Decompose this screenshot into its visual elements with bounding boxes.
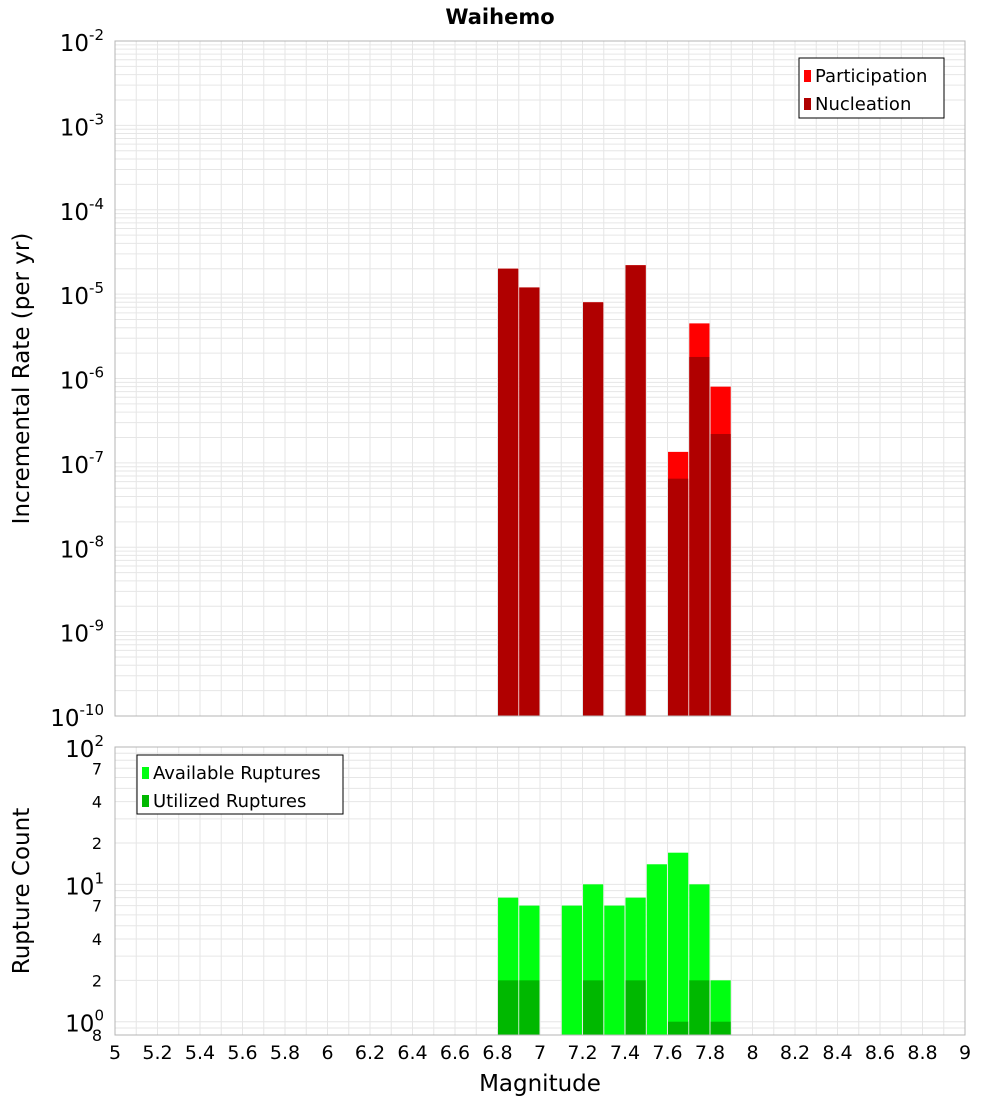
rate-y-tick-label: 10-5 — [60, 279, 104, 310]
rate-y-tick-label: 10-6 — [60, 364, 104, 395]
rate-bar-nucleation — [710, 433, 731, 716]
count-bar-available — [561, 905, 582, 1035]
count-y-tick-label: 4 — [92, 793, 102, 812]
x-tick-label: 6 — [321, 1042, 333, 1064]
x-tick-label: 7.4 — [610, 1042, 640, 1064]
rate-legend-box — [798, 57, 945, 119]
x-tick-label: 7.6 — [652, 1042, 682, 1064]
count-legend-label-available: Available Ruptures — [153, 763, 321, 784]
count-y-tick-label: 8 — [92, 1026, 102, 1045]
count-y-tick-label: 102 — [65, 732, 104, 763]
count-bar-available — [710, 980, 731, 1035]
x-tick-label: 5 — [109, 1042, 121, 1064]
x-tick-label: 8.8 — [907, 1042, 937, 1064]
rate-bar-nucleation — [498, 268, 519, 716]
count-y-tick-label: 2 — [92, 971, 102, 990]
rate-legend-label-participation: Participation — [815, 66, 927, 87]
rate-bar-nucleation — [583, 302, 604, 716]
x-tick-label: 8.4 — [822, 1042, 852, 1064]
rate-legend: Participation Nucleation — [798, 57, 945, 119]
count-y-tick-label: 101 — [65, 869, 104, 900]
count-y-tick-label: 100 — [65, 1007, 104, 1038]
rate-plot: 10-2 10-3 10-4 10-5 10-6 10-7 10-8 10-9 10-10 Inc… — [9, 26, 966, 732]
rate-frame — [114, 40, 966, 717]
rate-legend-swatch-nucleation — [804, 98, 811, 110]
rate-bar-nucleation — [625, 265, 646, 716]
count-bar-utilized — [668, 1021, 689, 1035]
x-tick-label: 6.8 — [482, 1042, 512, 1064]
count-legend-box — [136, 754, 344, 815]
rate-y-axis-label: Incremental Rate (per yr) — [9, 233, 35, 525]
x-tick-label: 7.8 — [695, 1042, 725, 1064]
rate-y-tick-label: 10-4 — [60, 195, 104, 226]
rate-y-tick-label: 10-2 — [60, 26, 104, 57]
x-tick-label: 8 — [746, 1042, 758, 1064]
count-legend: Available Ruptures Utilized Ruptures — [136, 754, 344, 815]
count-bar-utilized — [498, 980, 519, 1035]
count-bar-utilized — [519, 980, 540, 1035]
rate-bars — [498, 265, 731, 716]
rate-legend-swatch-participation — [804, 70, 811, 82]
chart-title: Waihemo — [445, 5, 554, 29]
x-tick-label: 7 — [534, 1042, 546, 1064]
count-bar-utilized — [625, 980, 646, 1035]
rate-legend-label-nucleation: Nucleation — [815, 94, 911, 115]
x-tick-label: 6.2 — [355, 1042, 385, 1064]
count-y-tick-label: 2 — [92, 834, 102, 853]
x-axis-label: Magnitude — [479, 1071, 601, 1097]
count-y-tick-label: 4 — [92, 930, 102, 949]
count-legend-swatch-available — [142, 767, 149, 779]
count-y-tick-label: 7 — [92, 759, 102, 778]
count-bar-available — [604, 905, 625, 1035]
x-tick-label: 5.8 — [270, 1042, 300, 1064]
rate-grid — [114, 41, 966, 717]
count-bar-available — [668, 852, 689, 1035]
rate-y-tick-label: 10-10 — [50, 701, 104, 732]
rate-y-ticks: 10-2 10-3 10-4 10-5 10-6 10-7 10-8 10-9 10-10 — [50, 26, 104, 732]
count-y-tick-label: 7 — [92, 897, 102, 916]
count-bar-utilized — [710, 1021, 731, 1035]
count-legend-swatch-utilized — [142, 795, 149, 807]
x-tick-label: 5.6 — [227, 1042, 257, 1064]
x-tick-label: 8.6 — [865, 1042, 895, 1064]
rate-y-tick-label: 10-9 — [60, 617, 104, 648]
rate-y-tick-label: 10-7 — [60, 448, 104, 479]
count-bar-utilized — [583, 980, 604, 1035]
x-axis: 5 5.2 5.4 5.6 5.8 6 6.2 6.4 6.6 6.8 7 7.2 7.4 7.6 7.8 8… — [109, 1042, 971, 1064]
x-tick-label: 5.2 — [142, 1042, 172, 1064]
count-y-axis-label: Rupture Count — [9, 808, 35, 974]
count-bars — [498, 852, 731, 1035]
x-tick-label: 7.2 — [567, 1042, 597, 1064]
rate-bar-nucleation — [668, 478, 689, 716]
count-frame — [114, 746, 966, 1036]
count-bar-utilized — [689, 980, 710, 1035]
count-legend-label-utilized: Utilized Ruptures — [153, 791, 306, 812]
rate-bar-nucleation — [519, 287, 540, 716]
x-tick-label: 9 — [959, 1042, 971, 1064]
x-tick-label: 5.4 — [185, 1042, 215, 1064]
rate-y-tick-label: 10-3 — [60, 110, 104, 141]
rate-y-tick-label: 10-8 — [60, 532, 104, 563]
rate-bar-nucleation — [689, 356, 710, 716]
x-tick-label: 6.4 — [397, 1042, 427, 1064]
count-bar-available — [646, 864, 667, 1035]
x-tick-label: 6.6 — [440, 1042, 470, 1064]
x-tick-label: 8.2 — [780, 1042, 810, 1064]
